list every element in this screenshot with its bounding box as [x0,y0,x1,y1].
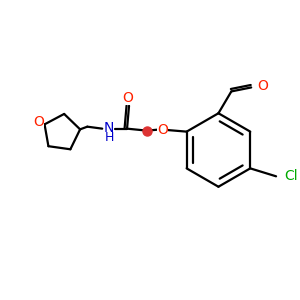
Text: O: O [123,91,134,105]
Text: O: O [33,116,44,129]
Text: Cl: Cl [284,169,298,183]
Text: N: N [104,121,114,135]
Text: O: O [257,80,268,94]
Text: O: O [158,123,168,136]
Text: H: H [104,131,114,144]
